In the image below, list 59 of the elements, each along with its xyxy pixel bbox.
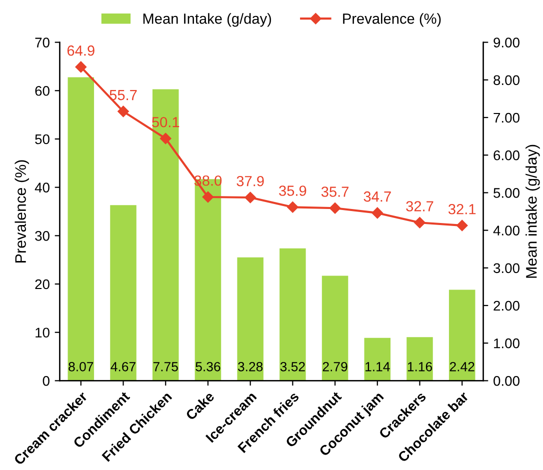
data-label: 34.7 bbox=[364, 191, 391, 202]
y-tick-label: 20 bbox=[35, 279, 50, 290]
y-tick-label: 0 bbox=[42, 376, 50, 386]
point bbox=[414, 217, 426, 228]
bar bbox=[68, 77, 94, 381]
point bbox=[329, 202, 341, 214]
data-label: 32.7 bbox=[406, 201, 434, 212]
data-label: 3.52 bbox=[280, 362, 305, 372]
y2-tick-label: 0.00 bbox=[494, 376, 520, 386]
data-label: 8.07 bbox=[68, 362, 94, 372]
data-label: 64.9 bbox=[67, 45, 94, 56]
point bbox=[160, 132, 172, 144]
y-tick-label: 70 bbox=[35, 38, 50, 48]
bar bbox=[322, 276, 348, 381]
point bbox=[244, 192, 256, 204]
y2-tick-label: 4.00 bbox=[493, 226, 520, 236]
point bbox=[287, 202, 298, 213]
bar bbox=[237, 257, 264, 381]
y2-tick-label: 2.00 bbox=[494, 300, 520, 311]
bar bbox=[406, 337, 433, 381]
data-label: 55.7 bbox=[110, 90, 137, 100]
point bbox=[202, 191, 214, 203]
y2-tick-label: 3.00 bbox=[494, 263, 520, 274]
data-label: 7.75 bbox=[153, 362, 178, 372]
bar bbox=[364, 338, 391, 381]
point bbox=[372, 207, 383, 219]
y-tick-label: 50 bbox=[35, 134, 50, 144]
data-label: 5.36 bbox=[196, 362, 220, 372]
data-label: 4.67 bbox=[110, 362, 136, 372]
y2-tick-label: 8.00 bbox=[494, 75, 520, 86]
y-tick-label: 10 bbox=[36, 328, 50, 338]
bar bbox=[448, 290, 476, 381]
y2-axis-title: Mean intake (g/day) bbox=[526, 144, 540, 278]
legend-label: Mean Intake (g/day) bbox=[143, 13, 272, 27]
point bbox=[118, 106, 129, 118]
data-label: 1.16 bbox=[408, 362, 432, 372]
data-label: 2.42 bbox=[450, 362, 474, 372]
data-label: 35.9 bbox=[279, 186, 306, 196]
data-label: 37.9 bbox=[236, 176, 264, 186]
y-axis-title: Prevalence (%) bbox=[14, 160, 29, 262]
y2-tick-label: 9.00 bbox=[494, 38, 520, 48]
data-label: 3.28 bbox=[238, 362, 263, 372]
data-label: 1.14 bbox=[366, 362, 390, 372]
bar bbox=[280, 248, 306, 381]
data-label: 32.1 bbox=[448, 204, 476, 214]
y-tick-label: 40 bbox=[34, 182, 50, 192]
legend-label: Prevalence (%) bbox=[343, 13, 441, 27]
y-tick-label: 60 bbox=[35, 86, 50, 96]
y2-tick-label: 5.00 bbox=[494, 188, 520, 198]
point bbox=[75, 61, 87, 73]
y2-tick-label: 7.00 bbox=[494, 112, 520, 123]
y-tick-label: 30 bbox=[35, 231, 50, 241]
bar bbox=[152, 89, 179, 381]
data-label: 2.79 bbox=[322, 362, 348, 372]
data-label: 35.7 bbox=[321, 186, 348, 197]
bar bbox=[110, 205, 136, 381]
point bbox=[456, 220, 468, 232]
y2-tick-label: 6.00 bbox=[494, 150, 520, 160]
y2-tick-label: 1.00 bbox=[494, 338, 520, 348]
